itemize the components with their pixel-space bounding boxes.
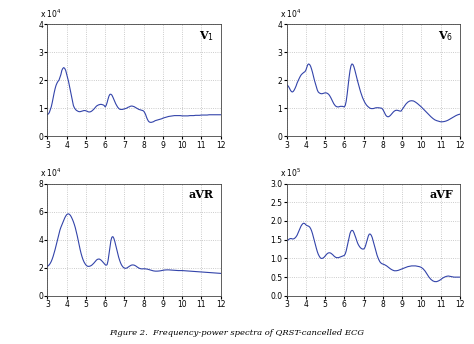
Text: Figure 2.  Frequency-power spectra of QRST-cancelled ECG: Figure 2. Frequency-power spectra of QRS… bbox=[109, 329, 365, 337]
Text: x 10$^4$: x 10$^4$ bbox=[280, 7, 301, 20]
Text: x 10$^4$: x 10$^4$ bbox=[40, 166, 62, 179]
Text: aVR: aVR bbox=[189, 189, 214, 200]
Text: aVF: aVF bbox=[429, 189, 453, 200]
Text: V$_1$: V$_1$ bbox=[199, 30, 214, 43]
Text: x 10$^4$: x 10$^4$ bbox=[40, 7, 62, 20]
Text: V$_6$: V$_6$ bbox=[438, 30, 453, 43]
Text: x 10$^5$: x 10$^5$ bbox=[280, 166, 301, 179]
